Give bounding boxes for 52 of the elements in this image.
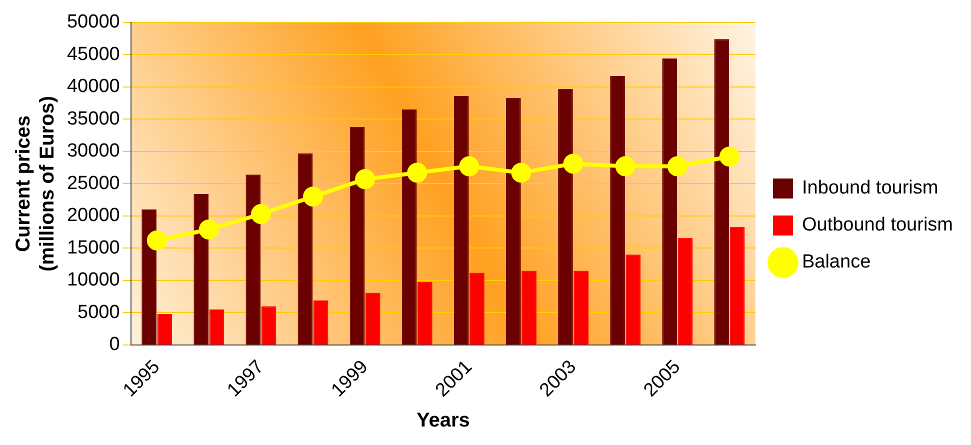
y-tick-label: 40000 xyxy=(66,76,120,98)
y-tick-label: 15000 xyxy=(66,237,120,258)
y-axis-title: Current prices (millions of Euros) xyxy=(12,96,59,272)
y-tick-label: 45000 xyxy=(66,44,120,65)
legend-label: Inbound tourism xyxy=(802,178,938,199)
y-tick-label: 20000 xyxy=(66,205,120,226)
y-tick-label: 50000 xyxy=(66,12,120,33)
bar xyxy=(142,210,156,344)
legend-label: Outbound tourism xyxy=(802,214,954,236)
bar xyxy=(298,153,313,344)
point xyxy=(615,156,636,176)
bar xyxy=(558,88,573,344)
bar xyxy=(313,300,328,344)
bar xyxy=(506,98,521,344)
point xyxy=(303,186,324,207)
point xyxy=(667,156,688,176)
bar xyxy=(470,272,484,344)
point xyxy=(563,154,584,174)
point xyxy=(511,162,532,183)
bar xyxy=(454,96,469,344)
bar xyxy=(209,310,224,344)
y-tick-label: 5000 xyxy=(78,302,120,323)
point xyxy=(407,162,428,183)
point xyxy=(355,169,376,190)
bar xyxy=(418,282,432,344)
point xyxy=(146,230,167,250)
bar xyxy=(714,39,730,344)
legend-label: Balance xyxy=(802,252,871,273)
bar xyxy=(610,76,625,344)
point xyxy=(198,220,219,240)
bar xyxy=(678,238,693,344)
point xyxy=(459,156,480,176)
y-tick-label: 10000 xyxy=(66,270,120,291)
bar xyxy=(194,194,209,344)
bar xyxy=(626,254,641,344)
y-tick-label: 0 xyxy=(109,334,120,356)
bar xyxy=(261,306,276,344)
x-axis-title: Years xyxy=(416,410,470,432)
bar xyxy=(157,314,172,344)
y-tick-label: 35000 xyxy=(66,108,120,130)
bar xyxy=(522,270,536,344)
bar xyxy=(350,126,365,344)
bar xyxy=(662,58,678,344)
bar xyxy=(402,110,417,344)
point xyxy=(250,204,271,224)
bar xyxy=(365,292,380,344)
bar xyxy=(246,174,261,344)
bar xyxy=(730,226,745,344)
y-tick-label: 30000 xyxy=(66,140,120,162)
point xyxy=(719,146,740,167)
y-tick-label: 25000 xyxy=(66,172,120,194)
bar xyxy=(574,270,589,344)
